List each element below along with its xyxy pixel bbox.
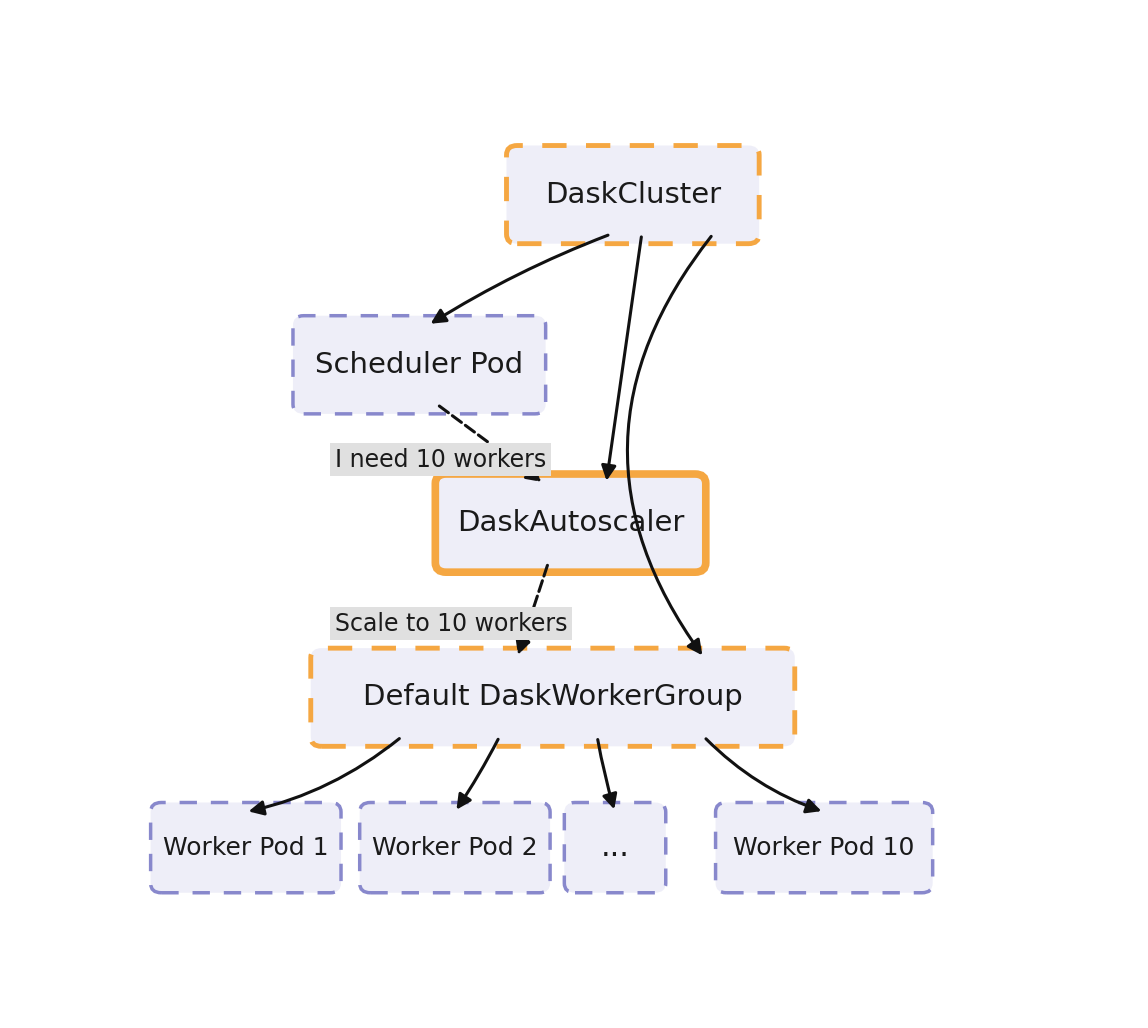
Text: Worker Pod 10: Worker Pod 10 xyxy=(734,836,915,859)
FancyBboxPatch shape xyxy=(506,146,759,244)
Text: ...: ... xyxy=(600,833,629,862)
FancyBboxPatch shape xyxy=(565,803,666,892)
Text: Worker Pod 1: Worker Pod 1 xyxy=(163,836,328,859)
Text: DaskAutoscaler: DaskAutoscaler xyxy=(457,509,684,537)
FancyBboxPatch shape xyxy=(150,803,341,892)
FancyBboxPatch shape xyxy=(435,474,706,573)
FancyBboxPatch shape xyxy=(715,803,932,892)
FancyBboxPatch shape xyxy=(293,316,545,414)
Text: DaskCluster: DaskCluster xyxy=(545,181,721,209)
Text: Worker Pod 2: Worker Pod 2 xyxy=(372,836,537,859)
Text: Scheduler Pod: Scheduler Pod xyxy=(316,351,523,378)
Text: I need 10 workers: I need 10 workers xyxy=(335,448,546,472)
FancyBboxPatch shape xyxy=(311,649,794,746)
Text: Scale to 10 workers: Scale to 10 workers xyxy=(335,612,567,635)
FancyBboxPatch shape xyxy=(359,803,550,892)
Text: Default DaskWorkerGroup: Default DaskWorkerGroup xyxy=(363,684,743,711)
